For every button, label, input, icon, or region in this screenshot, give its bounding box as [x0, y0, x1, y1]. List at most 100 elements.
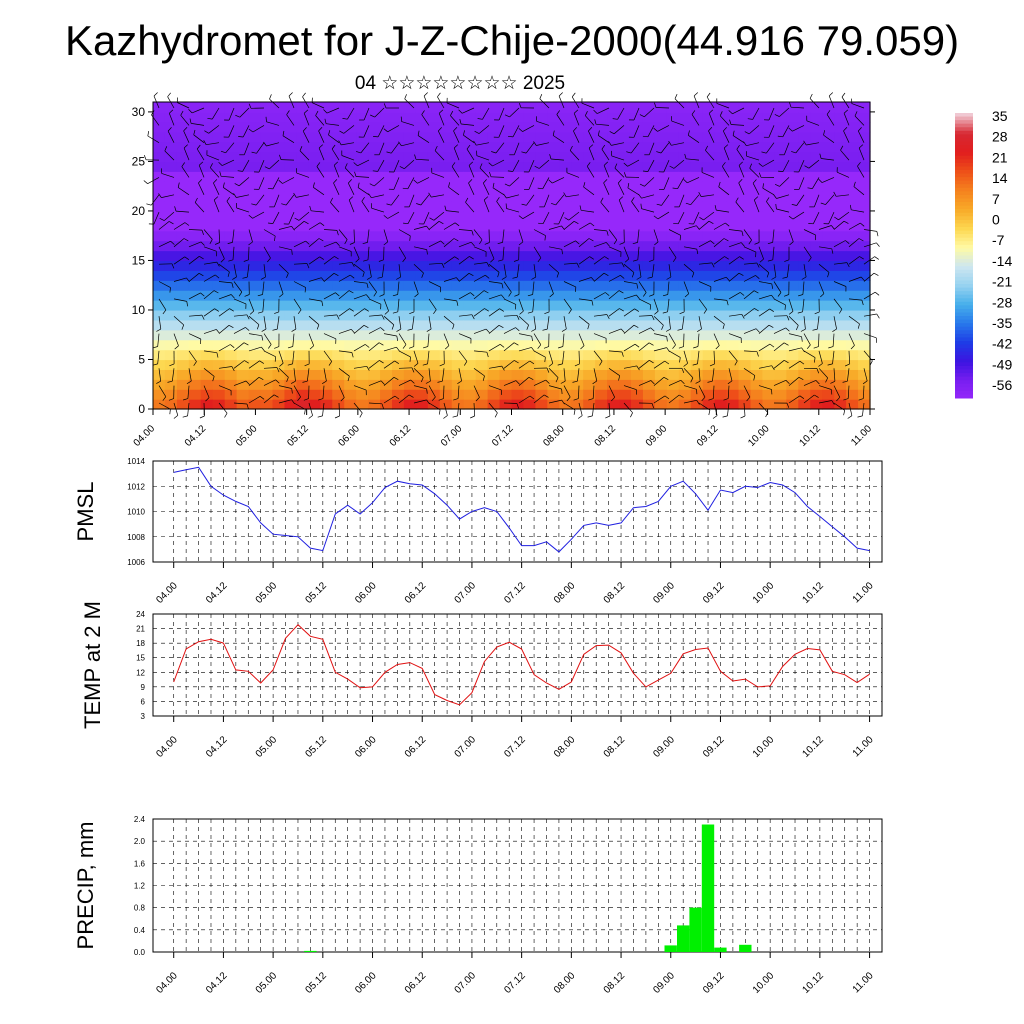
wind-barb-flag: [699, 217, 704, 221]
field-cell: [750, 220, 764, 232]
field-cell: [678, 260, 692, 271]
wind-barb-flag: [544, 311, 550, 315]
wind-barb: [633, 125, 640, 138]
temperature-field: [153, 102, 871, 410]
field-cell: [798, 131, 811, 143]
field-cell: [798, 151, 811, 163]
field-cell: [439, 210, 453, 222]
wind-barb-flag: [849, 204, 852, 210]
wind-barb: [857, 130, 865, 143]
wind-barb: [293, 402, 306, 410]
wind-barb-flag: [305, 240, 310, 245]
x-tick-label: 04.12: [204, 580, 230, 606]
wind-barb: [630, 142, 640, 154]
field-cell: [750, 102, 764, 113]
wind-barb-flag: [497, 242, 503, 245]
wind-barb-flag: [364, 308, 369, 312]
wind-barb-flag: [213, 196, 219, 201]
x-tick-label: 06.12: [403, 580, 429, 606]
field-cell: [822, 260, 835, 271]
wind-barb-flag: [600, 197, 604, 203]
field-cell: [834, 290, 847, 301]
field-cell: [583, 369, 596, 380]
field-cell: [798, 171, 811, 182]
field-cell: [822, 181, 835, 192]
wind-barb-flag: [633, 324, 639, 328]
field-cell: [810, 151, 823, 163]
wind-barb-flag: [627, 183, 630, 189]
field-cell: [356, 290, 369, 301]
field-cell: [822, 349, 835, 361]
x-tick-label: 07.00: [453, 734, 479, 760]
field-cell: [547, 270, 560, 281]
field-cell: [356, 329, 369, 341]
field-cell: [714, 280, 728, 291]
field-cell: [439, 300, 453, 311]
wind-barb: [743, 350, 758, 353]
wind-barb-flag: [546, 367, 550, 373]
field-cell: [619, 389, 632, 400]
field-cell: [427, 121, 441, 133]
wind-barb-flag: [291, 249, 293, 255]
wind-barb: [357, 159, 370, 167]
wind-barb: [608, 385, 616, 398]
field-cell: [607, 220, 620, 232]
colorbar-segment: [955, 266, 973, 271]
wind-barb: [748, 125, 760, 135]
field-cell: [153, 290, 166, 301]
wind-barb-flag: [408, 346, 414, 349]
wind-barb: [446, 210, 460, 213]
field-cell: [678, 201, 692, 212]
x-tick-label: 08.00: [552, 734, 578, 760]
wind-barb-flag: [545, 379, 550, 384]
field-cell: [475, 270, 489, 281]
field-cell: [153, 369, 166, 380]
field-cell: [439, 270, 453, 281]
field-cell: [810, 181, 823, 192]
field-cell: [272, 290, 286, 301]
wind-barb-flag: [274, 235, 276, 242]
field-cell: [559, 121, 572, 133]
wind-barb: [443, 222, 456, 230]
field-cell: [750, 141, 764, 153]
field-cell: [535, 399, 548, 410]
field-cell: [415, 121, 429, 133]
field-cell: [451, 309, 465, 321]
wind-barb-flag: [557, 363, 563, 366]
y-axis-label: TEMP at 2 M: [80, 601, 105, 729]
wind-barb-flag: [251, 203, 257, 206]
wind-barb: [758, 263, 770, 273]
wind-barb-flag: [381, 403, 384, 409]
wind-barb-flag: [465, 197, 469, 203]
field-cell: [547, 290, 560, 301]
wind-barb: [338, 368, 350, 377]
wind-barb-flag: [348, 290, 354, 294]
field-cell: [308, 191, 321, 202]
field-cell: [523, 399, 536, 410]
field-cell: [834, 379, 847, 390]
wind-barb-flag: [842, 380, 848, 383]
field-cell: [212, 270, 226, 281]
field-cell: [750, 240, 764, 252]
wind-barb-flag: [843, 127, 848, 132]
wind-barb-flag: [748, 239, 752, 245]
wind-barb: [417, 135, 430, 143]
wind-barb-flag: [568, 309, 572, 314]
field-cell: [547, 339, 560, 351]
wind-barb: [303, 113, 310, 126]
wind-barb: [533, 394, 545, 404]
wind-barb: [413, 281, 419, 294]
field-cell: [642, 349, 656, 361]
wind-barb-flag: [318, 127, 323, 132]
field-cell: [320, 111, 333, 123]
field-cell: [702, 102, 716, 113]
wind-barb-flag: [237, 170, 243, 172]
wind-barb-flag: [679, 235, 681, 241]
field-cell: [858, 201, 871, 212]
field-cell: [392, 339, 405, 351]
wind-barb-flag: [249, 310, 255, 315]
field-cell: [463, 250, 477, 262]
field-cell: [499, 329, 513, 341]
field-cell: [822, 240, 835, 252]
